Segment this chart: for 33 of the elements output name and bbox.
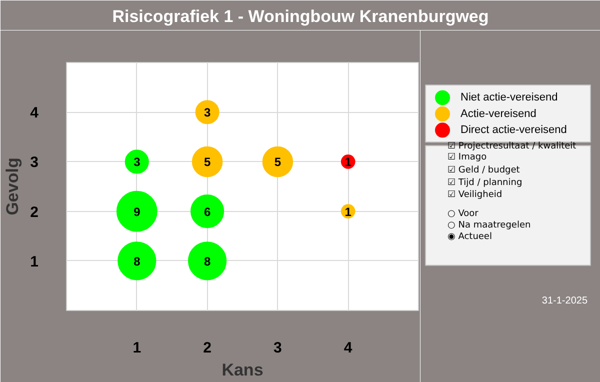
data-label: 8 bbox=[134, 254, 141, 268]
data-label: 8 bbox=[204, 254, 211, 268]
text: ☑ Imago bbox=[448, 152, 488, 163]
y-tick-label: 3 bbox=[30, 154, 38, 172]
data-label: 9 bbox=[134, 204, 141, 219]
x-tick-label: 2 bbox=[203, 340, 212, 356]
text: ☑ Projectresultaat / kwaliteit bbox=[448, 141, 577, 152]
x-tick-label: 4 bbox=[344, 340, 353, 356]
x-tick-label: 3 bbox=[274, 340, 282, 356]
text: ☑ Tijd / planning bbox=[448, 178, 522, 188]
data-label: 1 bbox=[344, 204, 352, 219]
y-tick-label: 2 bbox=[30, 204, 38, 221]
text: ○ Na maatregelen bbox=[448, 220, 531, 230]
chart-title: Risicografiek 1 - Woningbouw Kranenburgweg bbox=[112, 7, 489, 26]
y-tick-label: 4 bbox=[30, 104, 40, 122]
y-tick-label: 1 bbox=[30, 253, 38, 270]
text: ○ Voor bbox=[448, 208, 479, 219]
y-axis-title: Gevolg bbox=[3, 158, 22, 216]
text: 31-1-2025 bbox=[542, 295, 588, 306]
text: ☑ Geld / budget bbox=[448, 165, 520, 176]
data-label: 5 bbox=[204, 155, 211, 170]
data-label: 1 bbox=[344, 155, 352, 170]
text: ☑ Veiligheid bbox=[448, 190, 502, 200]
legend-label: Niet actie-vereisend bbox=[460, 92, 558, 104]
x-tick-label: 1 bbox=[132, 340, 142, 356]
legend-label: Direct actie-vereisend bbox=[460, 124, 567, 136]
data-label: 3 bbox=[204, 106, 211, 120]
data-label: 5 bbox=[274, 155, 282, 170]
data-label: 6 bbox=[204, 204, 211, 219]
data-label: 3 bbox=[134, 155, 141, 170]
text: ◉ Actueel bbox=[448, 232, 492, 242]
x-axis-title: Kans bbox=[222, 360, 264, 380]
legend-label: Actie-vereisend bbox=[460, 108, 536, 120]
